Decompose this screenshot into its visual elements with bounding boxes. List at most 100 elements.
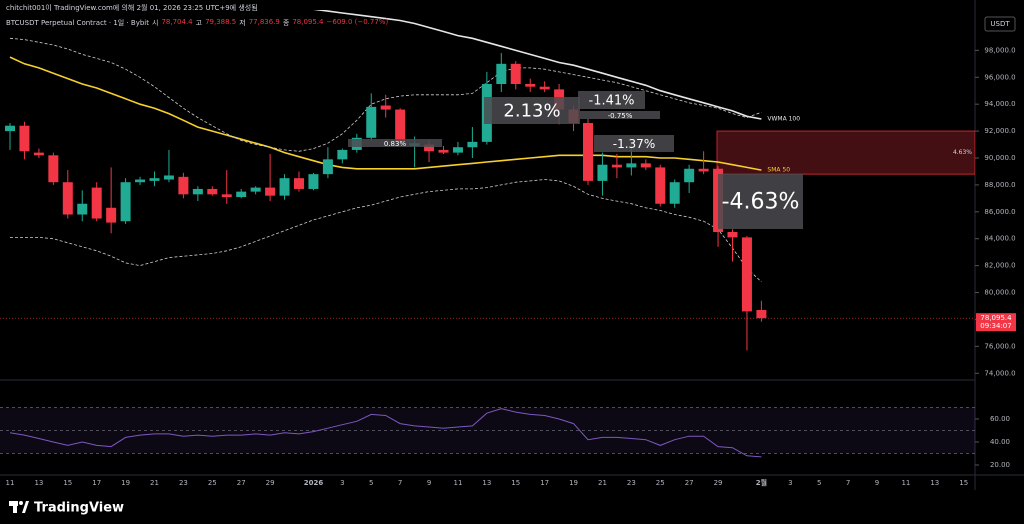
indicator-label: SMA 50 [767,167,790,174]
candle-body [496,63,507,84]
candle-body [655,167,666,204]
x-tick-label: 29 [714,479,723,487]
candle-body [192,188,203,195]
candle-body [395,109,406,142]
candle-body [684,168,695,183]
x-tick-label: 15 [511,479,520,487]
candle-body [106,207,117,223]
x-tick-label: 21 [150,479,159,487]
candle-body [366,106,377,138]
candle-body [120,182,131,222]
candle-body [135,179,146,183]
candle-body [597,164,608,181]
x-tick-label: 29 [266,479,275,487]
annotation-box [578,91,645,109]
zone-label: 4.63% [953,149,972,156]
candle-body [77,203,88,215]
candle-body [279,178,290,196]
x-tick-label: 21 [598,479,607,487]
x-tick-label: 15 [63,479,72,487]
indicator-line [9,56,762,171]
x-tick-label: 9 [427,479,431,487]
x-tick-label: 25 [656,479,665,487]
x-tick-label: 23 [179,479,188,487]
x-tick-label: 27 [237,479,246,487]
annotation-box [594,135,674,152]
last-price-box [976,313,1016,332]
logo [9,501,29,513]
ohlc-label: 시 [152,19,159,27]
x-tick-label: 7 [398,479,402,487]
band-line [10,179,762,283]
candle-body [698,168,709,172]
x-tick-label: 2월 [756,478,767,487]
candle-body [380,105,391,110]
x-tick-label: 13 [482,479,491,487]
candle-body [438,149,449,153]
candle-body [741,237,752,312]
countdown: 09:34:07 [980,322,1011,330]
candle-body [91,187,102,219]
annotation-box [580,111,660,119]
candle-body [756,309,767,319]
x-tick-label: 23 [627,479,636,487]
candle-body [510,63,521,84]
indicator-line [313,10,762,120]
plot-area: 4.63% [5,10,975,351]
candle-body [33,152,44,156]
ohlc-label: 고 [195,19,203,27]
candle-body [207,188,218,195]
candle-body [539,86,550,90]
x-tick-label: 19 [121,479,130,487]
y-tick-label: 94,000.0 [984,100,1015,108]
ohlc-value: 77,836.9 [248,18,280,26]
y-tick-label: 84,000.0 [984,235,1015,243]
x-tick-label: 5 [817,479,821,487]
x-tick-label: 7 [846,479,850,487]
candle-body [265,187,276,196]
y-tick-label: 80,000.0 [984,289,1015,297]
change: −609.0 (−0.77%) [326,18,389,26]
candle-body [62,182,73,215]
candle-body [250,187,261,192]
credit: chitchit001이 TradingView.com에 의해 2월 01, … [6,4,258,12]
candle-body [221,194,232,198]
ohlc-label: 종 [282,19,290,27]
y-tick-label: 60.00 [990,415,1010,423]
x-tick-label: 13 [930,479,939,487]
currency-box [984,16,1016,32]
x-tick-label: 9 [875,479,879,487]
candle-body [149,178,160,181]
candle-body [337,149,348,160]
y-tick-label: 74,000.0 [984,369,1015,377]
rsi-line [9,408,762,458]
candle-body [626,163,637,168]
legend-line: BTCUSDT Perpetual Contract · 1일 · Bybit … [6,18,388,28]
candle-body [308,174,319,189]
annotation-text: -0.75% [608,112,633,120]
candle-body [48,155,59,183]
candle-body [640,163,651,168]
x-tick-label: 3 [788,479,792,487]
annotation-text: -1.37% [613,137,655,151]
x-tick-label: 11 [453,479,462,487]
x-tick-label: 19 [569,479,578,487]
candle-body [5,125,15,132]
x-tick-label: 2026 [304,479,324,487]
candle-body [583,123,593,181]
annotation-box [484,97,580,124]
candle-body [163,175,174,180]
candle-body [611,164,622,168]
x-tick-label: 27 [685,479,694,487]
footer [0,490,1024,524]
candle-body [236,191,247,198]
candle-body [669,182,680,204]
candle-body [727,232,738,238]
x-tick-label: 25 [208,479,217,487]
candle-body [467,141,478,148]
x-tick-label: 11 [901,479,910,487]
x-tick-label: 11 [6,479,15,487]
y-tick-label: 40.00 [990,438,1010,446]
